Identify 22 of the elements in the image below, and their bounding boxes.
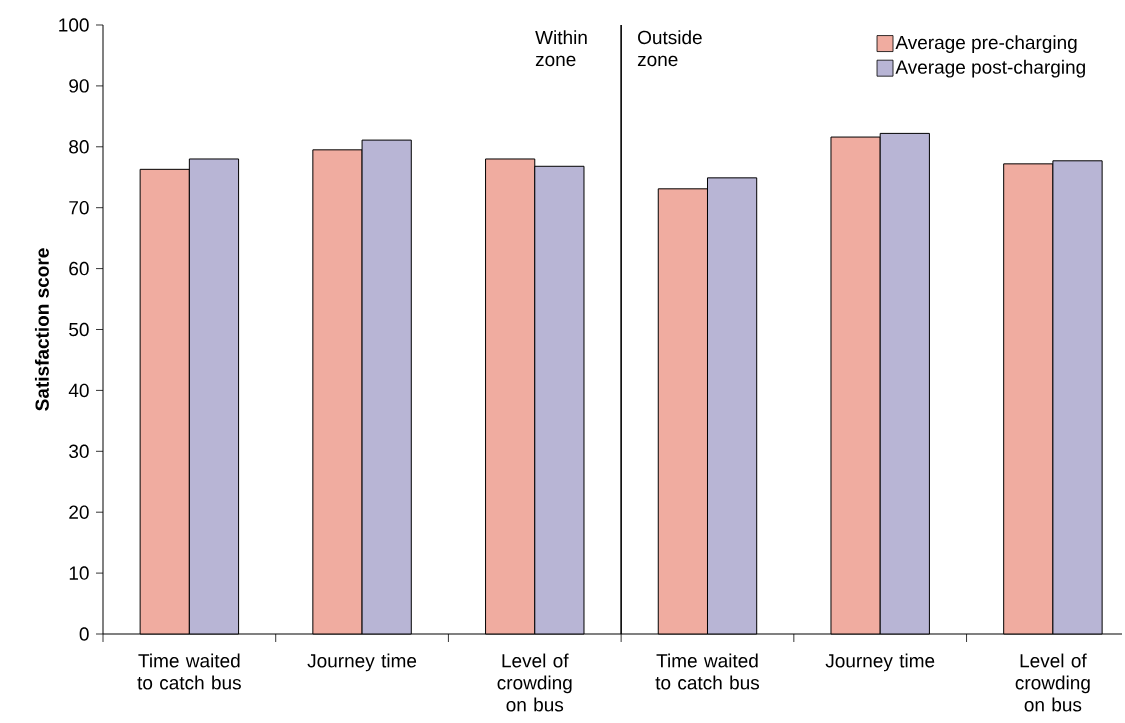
y-tick-label: 20 bbox=[69, 505, 89, 519]
y-tick-label: 30 bbox=[69, 444, 89, 459]
y-tick-label: 90 bbox=[69, 79, 89, 93]
legend-label: Average post-charging bbox=[895, 59, 1085, 78]
y-tick-label: 60 bbox=[69, 261, 89, 276]
y-tick-label: 0 bbox=[79, 627, 89, 641]
y-tick-label: 40 bbox=[68, 383, 89, 398]
legend-label: Average pre-charging bbox=[895, 35, 1077, 53]
x-tick-label: Journey time bbox=[307, 653, 417, 672]
x-tick-label: Level of crowding on bus bbox=[497, 653, 572, 712]
annotation: Outside zone bbox=[637, 30, 702, 67]
annotation: Within zone bbox=[535, 30, 587, 67]
x-tick-label: Time waited to catch bus bbox=[137, 653, 241, 690]
y-tick-label: 70 bbox=[69, 200, 89, 215]
y-axis-title: Satisfaction score bbox=[34, 248, 49, 411]
y-tick-label: 80 bbox=[69, 140, 89, 154]
x-tick-label: Level of crowding on bus bbox=[1015, 653, 1090, 712]
y-tick-label: 50 bbox=[69, 322, 89, 337]
y-tick-label: 10 bbox=[69, 566, 89, 580]
x-tick-label: Time waited to catch bus bbox=[655, 653, 760, 690]
y-tick-label: 100 bbox=[59, 18, 89, 32]
x-tick-label: Journey time bbox=[825, 653, 935, 672]
